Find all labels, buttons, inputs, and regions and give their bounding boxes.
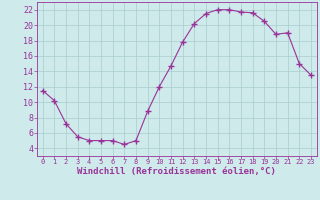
X-axis label: Windchill (Refroidissement éolien,°C): Windchill (Refroidissement éolien,°C) (77, 167, 276, 176)
